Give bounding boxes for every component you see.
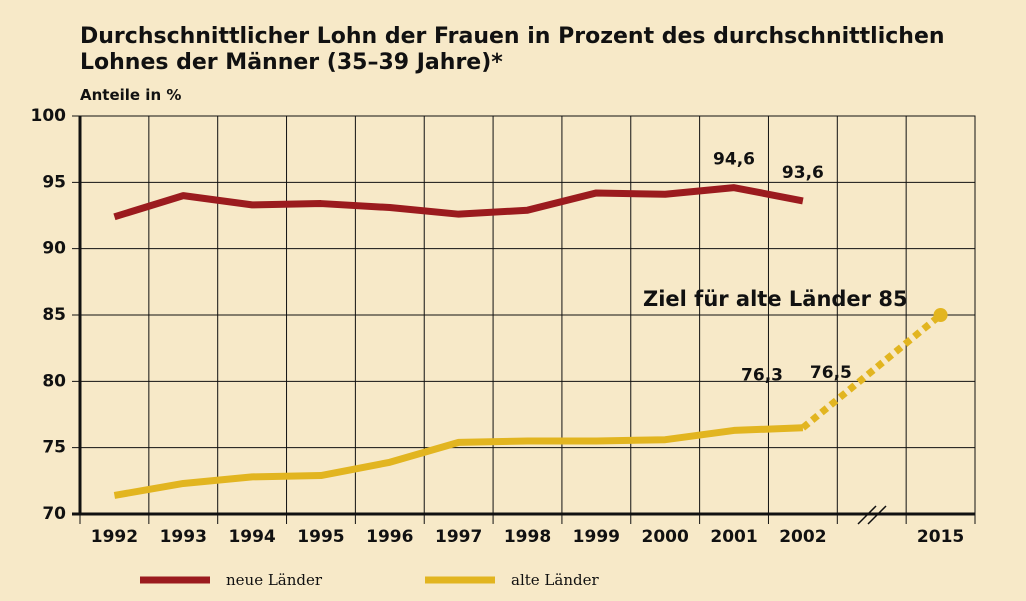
projection-line xyxy=(800,312,943,431)
value-label: 93,6 xyxy=(782,163,824,183)
y-tick-label: 70 xyxy=(42,504,66,524)
x-tick-label: 1994 xyxy=(228,527,275,547)
x-tick-label: 1993 xyxy=(160,527,207,547)
y-tick-label: 75 xyxy=(42,438,66,458)
value-label: 94,6 xyxy=(713,150,755,170)
value-label: 76,5 xyxy=(810,363,852,383)
y-tick-label: 90 xyxy=(42,239,66,259)
x-tick-label: 2002 xyxy=(779,527,826,547)
data-line xyxy=(113,184,804,221)
x-tick-label: 1996 xyxy=(366,527,413,547)
y-tick-label: 80 xyxy=(42,371,66,391)
x-tick-label: 1998 xyxy=(504,527,551,547)
x-tick-label: 2015 xyxy=(917,527,964,547)
value-label: 76,3 xyxy=(741,365,783,385)
y-tick-label: 100 xyxy=(31,106,67,126)
x-tick-label: 1997 xyxy=(435,527,482,547)
y-tick-label: 95 xyxy=(42,172,66,192)
subtitle: Anteile in % xyxy=(80,86,182,104)
x-tick-label: 1999 xyxy=(573,527,620,547)
annotation: Ziel für alte Länder 85 xyxy=(643,287,908,311)
chart-title: Durchschnittlicher Lohn der Frauen in Pr… xyxy=(80,24,945,75)
y-tick-label: 85 xyxy=(42,305,66,325)
x-tick-label: 2001 xyxy=(710,527,757,547)
legend-label: neue Länder xyxy=(226,571,323,589)
x-tick-label: 2000 xyxy=(642,527,689,547)
x-tick-label: 1995 xyxy=(297,527,344,547)
x-tick-label: 1992 xyxy=(91,527,138,547)
data-line xyxy=(113,424,804,499)
legend-label: alte Länder xyxy=(511,571,599,589)
